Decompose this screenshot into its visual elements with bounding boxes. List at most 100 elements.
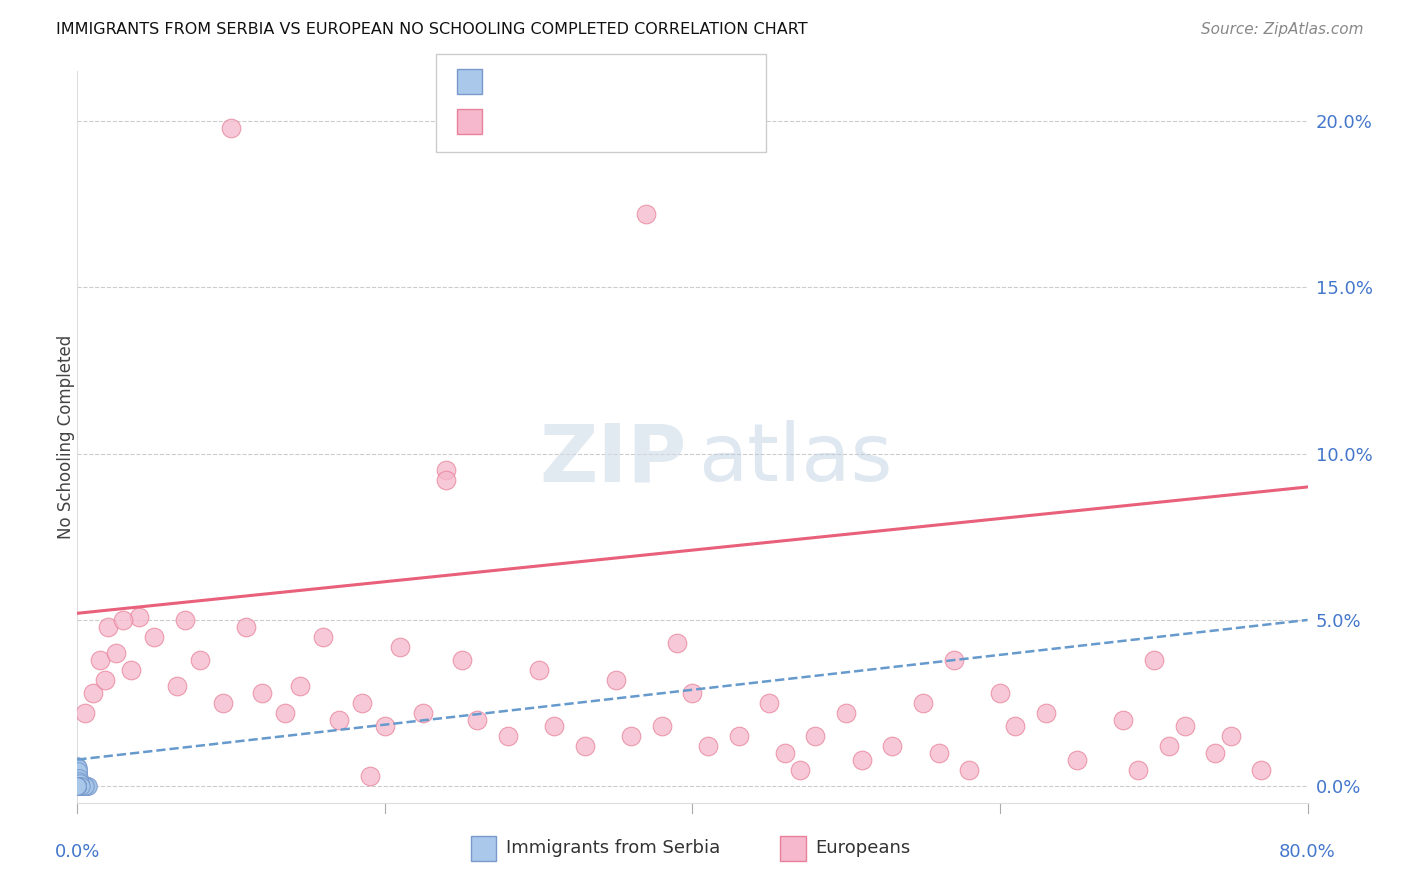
Point	[1066, 753, 1088, 767]
Text: IMMIGRANTS FROM SERBIA VS EUROPEAN NO SCHOOLING COMPLETED CORRELATION CHART: IMMIGRANTS FROM SERBIA VS EUROPEAN NO SC…	[56, 22, 808, 37]
Point	[66, 776, 89, 790]
Point	[1035, 706, 1057, 720]
Point	[67, 779, 90, 793]
Point	[66, 777, 89, 792]
Point	[69, 779, 91, 793]
Point	[696, 739, 718, 754]
Point	[1204, 746, 1226, 760]
Point	[82, 686, 104, 700]
Point	[143, 630, 166, 644]
Point	[97, 619, 120, 633]
Point	[73, 779, 96, 793]
Point	[1004, 719, 1026, 733]
Point	[1174, 719, 1197, 733]
Point	[620, 729, 643, 743]
Point	[69, 779, 91, 793]
Point	[436, 473, 458, 487]
Point	[72, 779, 94, 793]
Point	[651, 719, 673, 733]
Point	[527, 663, 550, 677]
Point	[73, 706, 96, 720]
Point	[789, 763, 811, 777]
Point	[957, 763, 980, 777]
Point	[67, 772, 90, 787]
Text: R =  0.396   N = 65: R = 0.396 N = 65	[492, 112, 668, 130]
Point	[69, 776, 91, 790]
Point	[66, 771, 89, 785]
Point	[851, 753, 873, 767]
Point	[328, 713, 350, 727]
Point	[912, 696, 935, 710]
Point	[66, 779, 89, 793]
Point	[312, 630, 335, 644]
Point	[835, 706, 858, 720]
Point	[70, 779, 93, 793]
Point	[66, 767, 89, 781]
Point	[67, 776, 90, 790]
Point	[67, 771, 90, 785]
Point	[166, 680, 188, 694]
Point	[66, 779, 89, 793]
Point	[1128, 763, 1150, 777]
Point	[69, 779, 91, 793]
Point	[174, 613, 197, 627]
Text: Source: ZipAtlas.com: Source: ZipAtlas.com	[1201, 22, 1364, 37]
Point	[1112, 713, 1135, 727]
Point	[112, 613, 135, 627]
Point	[66, 765, 89, 780]
Point	[69, 776, 91, 790]
Text: atlas: atlas	[699, 420, 893, 498]
Point	[66, 779, 89, 793]
Point	[69, 779, 91, 793]
Point	[350, 696, 373, 710]
Text: Europeans: Europeans	[815, 839, 911, 857]
Point	[727, 729, 749, 743]
Point	[212, 696, 235, 710]
Point	[67, 777, 90, 792]
Point	[120, 663, 142, 677]
Point	[1219, 729, 1241, 743]
Point	[73, 779, 96, 793]
Point	[605, 673, 627, 687]
Point	[67, 776, 90, 790]
Point	[496, 729, 519, 743]
Point	[94, 673, 117, 687]
Point	[636, 207, 658, 221]
Point	[69, 779, 91, 793]
Point	[67, 764, 90, 779]
Point	[66, 779, 89, 793]
Point	[69, 779, 91, 793]
Point	[66, 763, 89, 777]
Point	[773, 746, 796, 760]
Point	[219, 120, 242, 135]
Point	[804, 729, 827, 743]
Point	[290, 680, 312, 694]
Point	[70, 779, 93, 793]
Point	[69, 779, 91, 793]
Point	[66, 779, 89, 793]
Point	[73, 779, 96, 793]
Point	[104, 646, 127, 660]
Point	[70, 779, 93, 793]
Point	[66, 779, 89, 793]
Point	[450, 653, 472, 667]
Text: R =  0.040   N = 65: R = 0.040 N = 65	[492, 72, 668, 90]
Point	[942, 653, 965, 667]
Point	[72, 779, 94, 793]
Point	[72, 779, 94, 793]
Point	[66, 779, 89, 793]
Point	[66, 779, 89, 793]
Point	[436, 463, 458, 477]
Point	[66, 759, 89, 773]
Point	[465, 713, 488, 727]
Point	[66, 779, 89, 793]
Point	[66, 772, 89, 787]
Point	[67, 774, 90, 789]
Point	[66, 779, 89, 793]
Point	[543, 719, 565, 733]
Point	[758, 696, 780, 710]
Point	[928, 746, 950, 760]
Point	[67, 779, 90, 793]
Point	[882, 739, 904, 754]
Point	[89, 653, 111, 667]
